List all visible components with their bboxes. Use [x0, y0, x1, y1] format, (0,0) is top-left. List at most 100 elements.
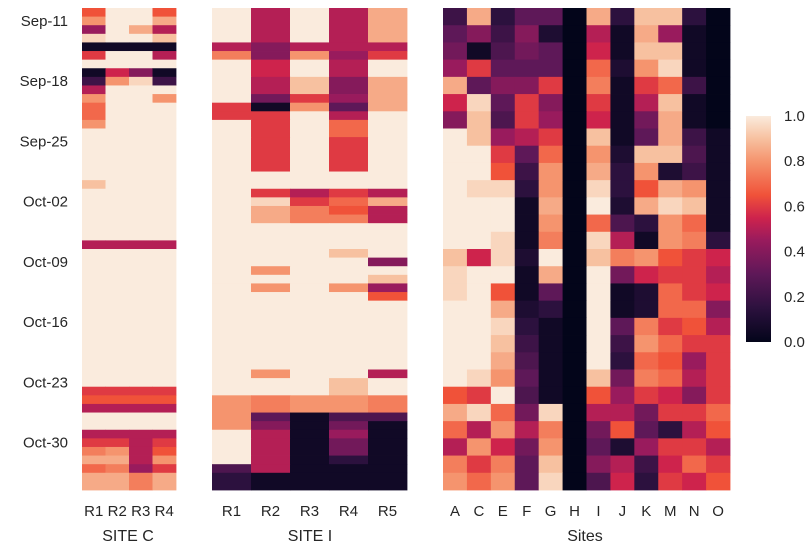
- heatmap-cell-sites-h-13: [562, 231, 587, 250]
- heatmap-cell-site-i-r5-29: [368, 438, 408, 456]
- heatmap-cell-sites-o-13: [706, 231, 731, 250]
- xtick-sites-i: I: [596, 503, 600, 520]
- heatmap-cell-site-c-r2-15: [105, 188, 130, 241]
- heatmap-cell-sites-i-11: [586, 197, 611, 215]
- heatmap-cell-site-i-r4-3: [329, 59, 369, 78]
- heatmap-cell-site-c-r1-10: [82, 94, 106, 104]
- heatmap-cell-sites-g-9: [538, 162, 563, 181]
- heatmap-cell-site-c-r4-11: [152, 102, 177, 121]
- heatmap-cell-site-i-r1-1: [212, 42, 252, 52]
- heatmap-cell-sites-j-24: [610, 421, 635, 439]
- heatmap-cell-site-c-r4-26: [152, 464, 177, 474]
- heatmap-cell-site-i-r4-8: [329, 119, 369, 138]
- y-axis: Sep-11 Sep-18 Sep-25 Oct-02 Oct-09 Oct-16 Oct-…: [20, 13, 68, 452]
- heatmap-cell-sites-a-2: [443, 42, 468, 61]
- heatmap-cell-site-i-r2-2: [251, 51, 291, 61]
- heatmap-cell-site-i-r2-6: [251, 102, 291, 112]
- heatmap-cell-sites-a-3: [443, 59, 468, 78]
- heatmap-cell-site-i-r1-21: [212, 292, 252, 302]
- heatmap-cell-site-i-r1-3: [212, 59, 252, 78]
- colorbar-tick-0-2: 0.2: [784, 289, 805, 306]
- heatmap-cell-site-c-r4-24: [152, 446, 177, 456]
- colorbar-tick-0-6: 0.6: [784, 198, 805, 215]
- heatmap-cell-sites-n-6: [682, 111, 707, 129]
- heatmap-cell-sites-g-21: [538, 369, 563, 388]
- heatmap-cell-site-i-r3-4: [290, 76, 330, 95]
- heatmap-cell-sites-a-6: [443, 111, 468, 129]
- heatmap-cell-site-i-r2-10: [251, 171, 291, 190]
- heatmap-cell-sites-h-10: [562, 180, 587, 198]
- heatmap-cell-site-c-r3-24: [129, 446, 153, 456]
- colorbar-tick-0-8: 0.8: [784, 153, 805, 170]
- heatmap-cell-site-i-r1-10: [212, 171, 252, 190]
- heatmap-cell-site-i-r4-19: [329, 274, 369, 284]
- heatmap-cell-sites-n-2: [682, 42, 707, 61]
- heatmap-cell-sites-o-8: [706, 145, 731, 164]
- heatmap-cell-sites-c-8: [466, 145, 492, 164]
- heatmap-cell-sites-h-15: [562, 266, 587, 284]
- heatmap-cell-site-i-r5-14: [368, 214, 408, 224]
- heatmap-cell-site-c-r3-22: [129, 429, 153, 439]
- heatmap-cell-site-i-r3-32: [290, 472, 330, 491]
- heatmap-cell-sites-g-2: [538, 42, 563, 61]
- heatmap-cell-sites-e-25: [490, 438, 516, 456]
- heatmap-cell-sites-e-22: [490, 386, 516, 405]
- heatmap-cell-site-i-r4-23: [329, 369, 369, 379]
- heatmap-cell-sites-e-4: [490, 76, 516, 95]
- heatmap-cell-sites-i-18: [586, 317, 611, 336]
- xtick-site-i-r4: R4: [339, 503, 358, 520]
- heatmap-cell-site-i-r3-16: [290, 249, 330, 259]
- heatmap-cell-sites-a-15: [443, 266, 468, 284]
- heatmap-cell-sites-c-25: [466, 438, 492, 456]
- heatmap-cell-sites-n-18: [682, 317, 707, 336]
- colorbar-ticks: 0.0 0.2 0.4 0.6 0.8 1.0: [784, 108, 805, 351]
- xtick-sites-f: F: [522, 503, 531, 520]
- heatmap-cell-sites-n-7: [682, 128, 707, 147]
- heatmap-cell-site-c-r2-23: [105, 438, 130, 448]
- ytick-sep-18: Sep-18: [20, 73, 68, 90]
- heatmap-cell-sites-j-18: [610, 317, 635, 336]
- heatmap-cell-sites-g-10: [538, 180, 563, 198]
- heatmap-cell-sites-c-22: [466, 386, 492, 405]
- heatmap-cell-site-c-r3-18: [129, 386, 153, 396]
- heatmap-cell-sites-e-18: [490, 317, 516, 336]
- heatmap-cell-sites-e-19: [490, 335, 516, 353]
- heatmap-cell-site-i-r3-14: [290, 214, 330, 224]
- heatmap-cell-site-i-r3-2: [290, 51, 330, 61]
- heatmap-cell-site-i-r4-21: [329, 292, 369, 302]
- heatmap-cell-site-i-r4-15: [329, 223, 369, 250]
- heatmap-cell-sites-g-13: [538, 231, 563, 250]
- heatmap-cell-site-i-r3-21: [290, 292, 330, 302]
- heatmap-cell-sites-c-4: [466, 76, 492, 95]
- heatmap-cell-sites-c-21: [466, 369, 492, 388]
- heatmap-cell-sites-m-5: [658, 94, 683, 112]
- heatmap-cell-sites-j-14: [610, 249, 635, 267]
- heatmap-cell-sites-n-0: [682, 8, 707, 26]
- heatmap-cell-sites-m-2: [658, 42, 683, 61]
- heatmap-cell-sites-a-4: [443, 76, 468, 95]
- heatmap-cell-site-c-r4-7: [152, 68, 177, 78]
- heatmap-cell-site-c-r4-12: [152, 119, 177, 129]
- heatmap-cell-site-c-r2-6: [105, 59, 130, 69]
- heatmap-cell-sites-g-24: [538, 421, 563, 439]
- heatmap-cell-sites-g-14: [538, 249, 563, 267]
- heatmap-cell-sites-m-12: [658, 214, 683, 233]
- heatmap-cell-sites-i-6: [586, 111, 611, 129]
- heatmap-cell-site-i-r3-22: [290, 300, 330, 370]
- heatmap-cell-sites-k-26: [634, 455, 659, 474]
- heatmap-cell-site-i-r1-27: [212, 421, 252, 431]
- heatmap-cell-sites-f-5: [514, 94, 540, 112]
- heatmap-cell-site-i-r1-4: [212, 76, 252, 95]
- heatmap-cell-sites-g-26: [538, 455, 563, 474]
- heatmap-cell-sites-h-14: [562, 249, 587, 267]
- heatmap-cell-sites-a-7: [443, 128, 468, 147]
- heatmap-cell-sites-g-18: [538, 317, 563, 336]
- heatmap-cell-sites-k-4: [634, 76, 659, 95]
- heatmap-cell-sites-g-11: [538, 197, 563, 215]
- heatmap-cell-site-c-r4-3: [152, 33, 177, 43]
- heatmap-cell-site-c-r4-15: [152, 188, 177, 241]
- heatmap-cell-site-i-r1-18: [212, 266, 252, 276]
- heatmap-cell-sites-f-6: [514, 111, 540, 129]
- heatmap-cell-sites-n-13: [682, 231, 707, 250]
